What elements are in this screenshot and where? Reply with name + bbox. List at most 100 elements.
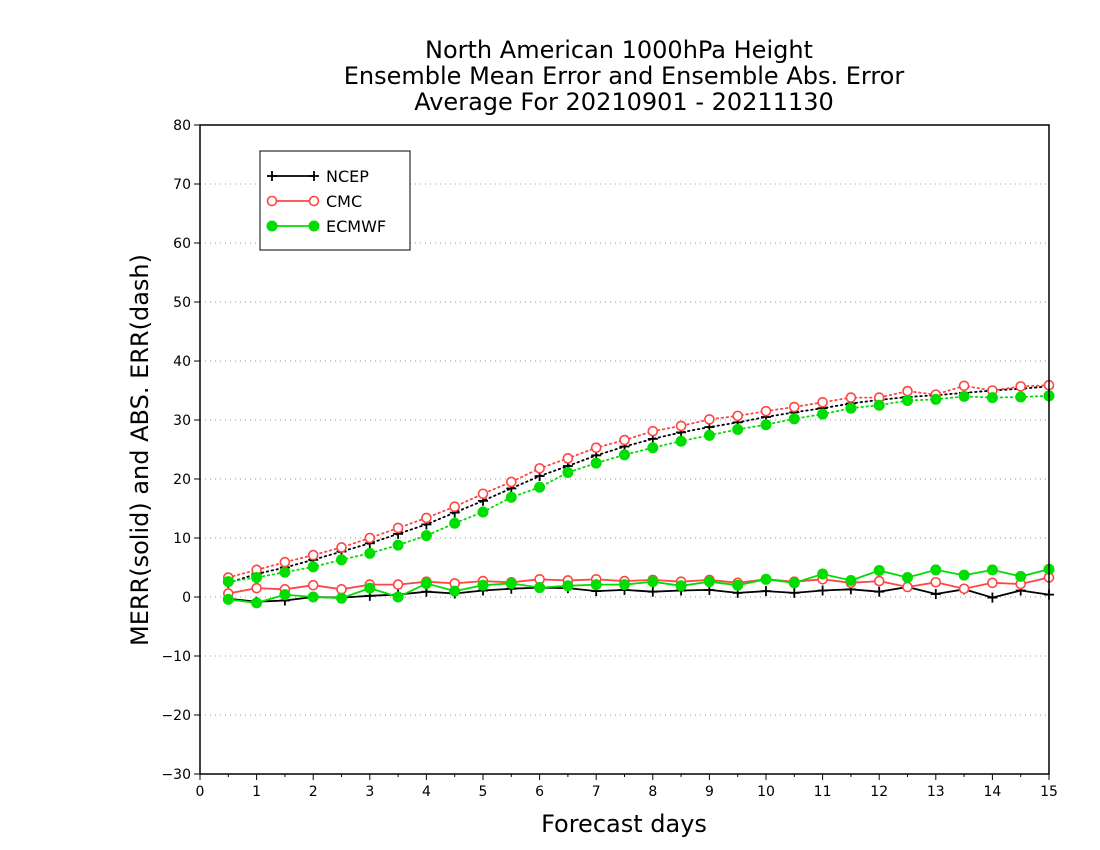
x-tick-label: 7 xyxy=(592,784,601,800)
abs-err-point xyxy=(817,396,828,408)
abs-err-point xyxy=(421,512,432,524)
abs-err-point xyxy=(420,530,432,542)
abs-err-point xyxy=(392,522,404,534)
plot-frame xyxy=(199,124,1050,775)
merr-point xyxy=(732,579,744,591)
y-tick-label: 60 xyxy=(173,236,191,252)
abs-err-point xyxy=(704,414,715,425)
abs-err-line xyxy=(227,394,1050,583)
abs-err-point xyxy=(251,572,263,584)
merr-point xyxy=(477,579,489,591)
merr-point xyxy=(420,577,432,589)
title-line-1: North American 1000hPa Height xyxy=(425,36,813,64)
abs-err-point xyxy=(1015,381,1027,392)
x-tick-label: 13 xyxy=(927,784,945,800)
legend-marker-start xyxy=(266,195,278,207)
abs-err-line xyxy=(227,384,1050,579)
abs-err-point xyxy=(449,517,461,529)
y-tick-label: 80 xyxy=(173,118,191,134)
abs-err-point xyxy=(477,506,489,518)
y-tick-label: −20 xyxy=(161,708,191,724)
merr-point xyxy=(930,576,942,588)
abs-err-point xyxy=(845,392,857,403)
merr-point xyxy=(336,592,347,604)
abs-err-point xyxy=(732,423,744,435)
x-axis-label: Forecast days xyxy=(541,810,707,838)
merr-point xyxy=(930,589,941,600)
merr-point xyxy=(845,574,857,586)
abs-err-point xyxy=(505,491,517,503)
series-cmc-abs-err xyxy=(223,379,1055,583)
abs-err-point xyxy=(477,488,489,500)
legend-marker-start xyxy=(266,220,278,232)
y-tick-label: 40 xyxy=(173,354,191,370)
x-tick-label: 0 xyxy=(196,784,205,800)
merr-point xyxy=(986,564,998,576)
y-tick-label: 0 xyxy=(182,590,191,606)
abs-err-point xyxy=(675,435,687,447)
abs-err-point xyxy=(619,449,630,461)
abs-err-point xyxy=(590,442,602,454)
merr-point xyxy=(1015,570,1027,582)
abs-err-point xyxy=(449,501,461,513)
abs-err-point xyxy=(336,542,347,553)
merr-point xyxy=(392,591,404,603)
y-tick-label: −30 xyxy=(161,767,191,783)
abs-err-point xyxy=(534,481,546,493)
x-tick-label: 5 xyxy=(479,784,488,800)
series-cmc-merr xyxy=(223,572,1055,599)
merr-point xyxy=(222,593,234,605)
abs-err-point xyxy=(760,405,772,417)
x-tick-label: 15 xyxy=(1040,784,1058,800)
abs-err-point xyxy=(930,393,942,405)
merr-point xyxy=(987,592,998,603)
abs-err-point xyxy=(732,410,744,422)
abs-err-point xyxy=(1015,391,1027,403)
abs-err-point xyxy=(902,385,913,397)
x-tick-label: 9 xyxy=(705,784,714,800)
merr-point xyxy=(958,583,970,595)
abs-err-point xyxy=(307,549,319,561)
series-ncep-abs-err xyxy=(223,381,1054,588)
y-axis-label: MERR(solid) and ABS. ERR(dash) xyxy=(126,254,154,646)
merr-point xyxy=(703,576,715,588)
x-tick-label: 2 xyxy=(309,784,318,800)
abs-err-line xyxy=(227,385,1050,584)
abs-err-point xyxy=(562,467,574,479)
merr-point xyxy=(817,568,829,580)
abs-err-point xyxy=(647,425,659,437)
merr-point xyxy=(873,564,885,576)
merr-point xyxy=(647,586,658,597)
x-tick-label: 3 xyxy=(365,784,374,800)
merr-point xyxy=(760,573,772,585)
abs-err-point xyxy=(279,566,291,578)
merr-point xyxy=(279,589,291,601)
merr-point xyxy=(761,586,771,597)
abs-err-point xyxy=(986,392,998,404)
merr-point xyxy=(590,579,602,591)
merr-point xyxy=(619,579,630,591)
x-tick-label: 14 xyxy=(983,784,1001,800)
chart-title: North American 1000hPa Height Ensemble M… xyxy=(344,36,905,116)
merr-point xyxy=(647,576,659,588)
merr-point xyxy=(874,586,885,597)
merr-point xyxy=(789,587,800,598)
abs-err-point xyxy=(336,554,347,566)
merr-point xyxy=(562,580,574,592)
y-tick-label: 10 xyxy=(173,531,191,547)
legend-marker-end xyxy=(308,195,320,207)
abs-err-point xyxy=(222,576,234,588)
abs-err-point xyxy=(788,413,800,425)
x-tick-label: 11 xyxy=(814,784,832,800)
merr-point xyxy=(307,579,319,591)
title-line-2: Ensemble Mean Error and Ensemble Abs. Er… xyxy=(344,62,905,90)
abs-err-point xyxy=(873,399,885,411)
merr-point xyxy=(364,582,376,594)
abs-err-point xyxy=(534,463,545,474)
x-tick-label: 10 xyxy=(757,784,775,800)
abs-err-point xyxy=(364,532,376,544)
legend-label: ECMWF xyxy=(326,217,386,236)
legend-marker-end xyxy=(309,171,319,181)
